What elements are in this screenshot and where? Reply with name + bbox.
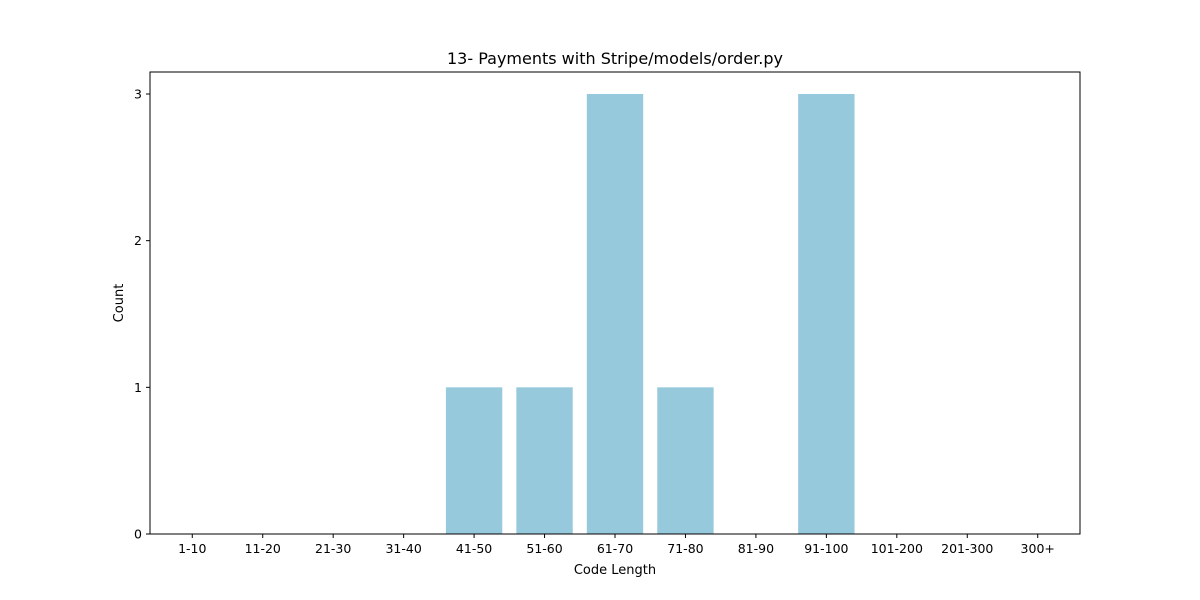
x-tick-label: 300+	[1021, 541, 1055, 556]
bars	[445, 94, 855, 534]
x-tick-label: 201-300	[941, 541, 993, 556]
bar-61-70	[586, 94, 644, 534]
x-tick-label: 31-40	[385, 541, 421, 556]
axis-ticks: 1-10 11-20 21-30 31-40 41-50 51-60 61-70 71-80 8…	[134, 87, 1055, 557]
x-tick-label: 101-200	[871, 541, 923, 556]
plot-frame	[149, 71, 1081, 535]
bar-41-50	[445, 387, 503, 534]
bar-71-80	[657, 387, 714, 534]
y-tick-label: 2	[134, 233, 142, 248]
x-axis-label: Code Length	[574, 563, 656, 578]
x-tick-label: 41-50	[456, 541, 492, 556]
x-tick-label: 71-80	[667, 541, 703, 556]
x-tick-label: 1-10	[178, 541, 206, 556]
x-tick-label: 91-100	[804, 541, 848, 556]
y-axis-label: Count	[112, 284, 127, 323]
x-tick-label: 51-60	[526, 541, 562, 556]
x-tick-label: 11-20	[245, 541, 281, 556]
x-tick-label: 81-90	[738, 541, 774, 556]
chart-title: 13- Payments with Stripe/models/order.py	[447, 49, 783, 68]
bar-51-60	[516, 387, 573, 534]
x-tick-label: 61-70	[597, 541, 633, 556]
y-tick-label: 3	[134, 87, 142, 102]
x-tick-label: 21-30	[315, 541, 351, 556]
bar-91-100	[798, 94, 855, 534]
y-tick-label: 0	[134, 527, 142, 542]
y-tick-label: 1	[134, 380, 142, 395]
